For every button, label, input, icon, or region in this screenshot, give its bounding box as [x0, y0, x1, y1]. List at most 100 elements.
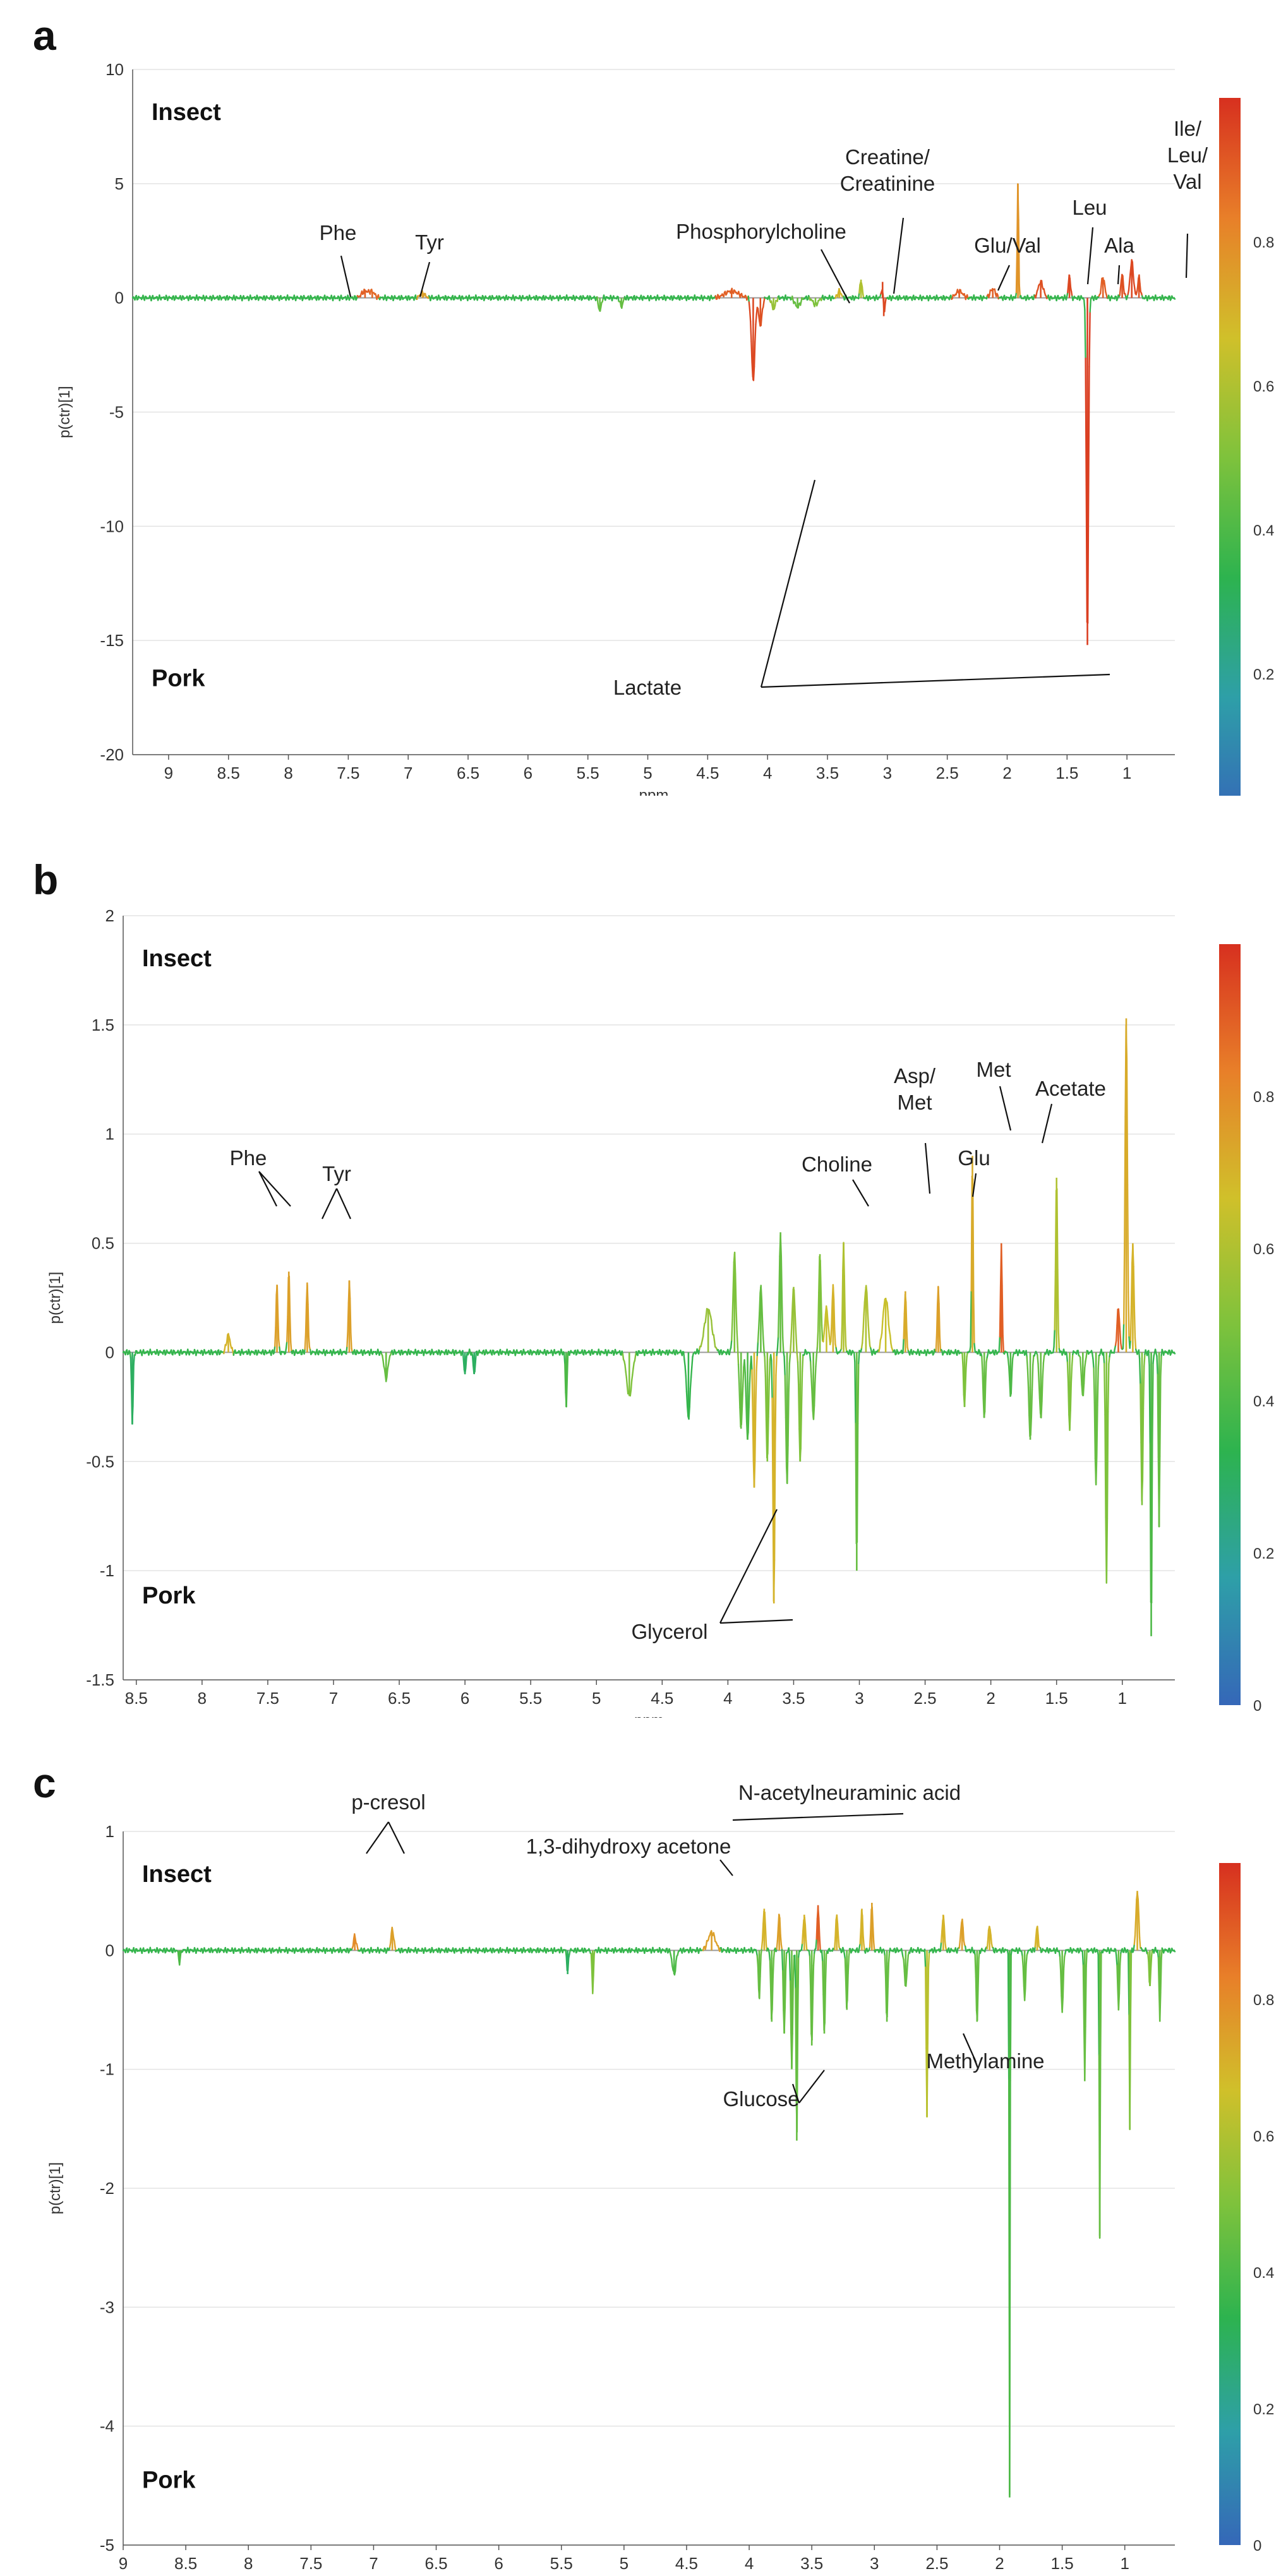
spectrum-segment: [1119, 1952, 1122, 1965]
x-tick-label: 6: [524, 764, 532, 782]
spectrum-segment: [690, 1366, 693, 1379]
spectrum-segment: [771, 1360, 773, 1399]
spectrum-segment: [1083, 1367, 1086, 1384]
x-tick-label: 7: [404, 764, 412, 782]
annotation-label: Glu: [958, 1146, 990, 1170]
spectrum-segment: [1071, 1353, 1074, 1366]
annotation-label: Glucose: [723, 2087, 799, 2111]
spectrum-segment: [705, 1939, 708, 1947]
spectrum-segment: [1093, 1367, 1095, 1404]
annotation-leader: [1117, 265, 1121, 285]
annotation-leader: [821, 249, 850, 304]
spectrum-segment: [1038, 1380, 1041, 1399]
spectrum-segment: [684, 1365, 687, 1377]
spectrum-segment: [565, 1949, 567, 1958]
region-label-pork: Pork: [152, 666, 205, 692]
annotation-label: Choline: [802, 1153, 872, 1176]
x-tick-label: 4: [763, 764, 772, 782]
chart-c: 1 0 -1 -2 -3 -4 -5 9 8.5 8 7.5 7 6.5 6 5.5 5 4.5 4 3.5 3 2.5…: [47, 1781, 1274, 2573]
spectrum-segment: [1002, 1334, 1005, 1354]
spectrum-segment: [1027, 1386, 1030, 1417]
spectrum-segment: [1128, 1953, 1130, 2016]
spectrum-segment: [815, 1355, 817, 1367]
spectrum-segment: [1097, 1954, 1100, 2056]
spectrum-segment: [1103, 280, 1106, 287]
annotation-label: Asp/: [894, 1064, 936, 1087]
panel-label-a: a: [33, 12, 56, 59]
spectrum-segment: [1089, 298, 1092, 313]
spectrum-segment: [1037, 1934, 1040, 1948]
spectrum-segment: [761, 1922, 764, 1941]
spectrum-segment: [780, 1255, 783, 1302]
spectrum-segment: [755, 313, 757, 325]
spectrum-segment: [783, 1351, 785, 1358]
x-tick-label: 3: [855, 1689, 863, 1708]
spectrum-segment: [883, 1298, 886, 1307]
spectrum-segment: [1130, 1262, 1133, 1308]
spectrum-segment: [1031, 1363, 1034, 1391]
annotation-leader: [1041, 1103, 1053, 1144]
spectrum-segment: [789, 1980, 792, 2034]
spectrum-segment: [1134, 1918, 1137, 1937]
y-tick-label: -3: [100, 2297, 114, 2316]
spectrum-segment: [776, 1940, 779, 1950]
annotation-label: Val: [1173, 170, 1201, 193]
spectrum-segment: [889, 1334, 892, 1345]
x-tick-label: 3: [870, 2554, 879, 2573]
spectrum-segment: [1010, 1948, 1013, 1956]
spectrum-segment: [229, 1339, 232, 1346]
spectrum-segment: [884, 302, 886, 313]
spectrum-segment: [787, 1390, 790, 1446]
spectrum-segment: [1037, 1363, 1040, 1382]
spectrum-segment: [987, 1929, 990, 1943]
spectrum-segment: [1011, 1358, 1014, 1374]
spectrum-segment: [819, 1936, 821, 1951]
spectrum-segment: [471, 1355, 474, 1367]
spectrum-segment: [834, 1328, 836, 1345]
spectrum-segment: [998, 1336, 1001, 1352]
annotation-leader: [719, 1619, 793, 1624]
spectrum-segment: [757, 308, 760, 316]
x-tick-label: 2.5: [936, 764, 959, 782]
spectrum-segment: [780, 1943, 783, 1951]
x-tick-label: 5: [592, 1689, 601, 1708]
annotation-leader: [962, 2033, 977, 2063]
annotation-label: Met: [897, 1091, 932, 1114]
annotation-leader: [1185, 233, 1189, 279]
spectrum-segment: [1037, 1354, 1039, 1365]
spectrum-segment: [1099, 285, 1102, 294]
spectrum-segment: [736, 1330, 739, 1348]
spectrum-segment: [1128, 1291, 1130, 1338]
spectrum-segment: [347, 1302, 349, 1332]
y-tick-label: 0: [105, 1343, 114, 1362]
annotation-leader: [791, 2083, 800, 2104]
spectrum-segment: [906, 1964, 908, 1977]
spectrum-segment: [1082, 1964, 1085, 2025]
spectrum-segment: [863, 1301, 866, 1315]
spectrum-segment: [1116, 1324, 1118, 1341]
spectrum-segment: [1026, 1356, 1029, 1370]
spectrum-segment: [304, 1333, 307, 1350]
spectrum-segment: [1091, 1352, 1094, 1360]
x-tick-label: 8.5: [125, 1689, 148, 1708]
spectrum-segment: [943, 1925, 946, 1943]
spectrum-segment: [781, 1948, 784, 1972]
x-tick-label: 6: [494, 2554, 503, 2573]
x-tick-label: 6: [460, 1689, 469, 1708]
spectrum-segment: [346, 1345, 348, 1355]
spectrum-segment: [788, 1947, 791, 1956]
spectrum-segment: [1079, 1357, 1082, 1371]
spectrum-segment: [735, 1307, 738, 1333]
x-tick-label: 3.5: [782, 1689, 805, 1708]
x-tick-label: 3.5: [816, 764, 839, 782]
spectrum-segment: [1066, 1353, 1069, 1363]
spectrum-segment: [820, 1294, 823, 1326]
annotation-leader: [971, 1173, 977, 1197]
spectrum-segment: [962, 1927, 965, 1942]
x-axis-label: ppm: [634, 1712, 664, 1718]
spectrum-segment: [744, 1372, 747, 1397]
x-tick-label: 8.5: [217, 764, 240, 782]
annotation-leader: [258, 1171, 291, 1207]
spectrum-segment: [840, 1323, 843, 1350]
spectrum-segment: [768, 295, 771, 302]
